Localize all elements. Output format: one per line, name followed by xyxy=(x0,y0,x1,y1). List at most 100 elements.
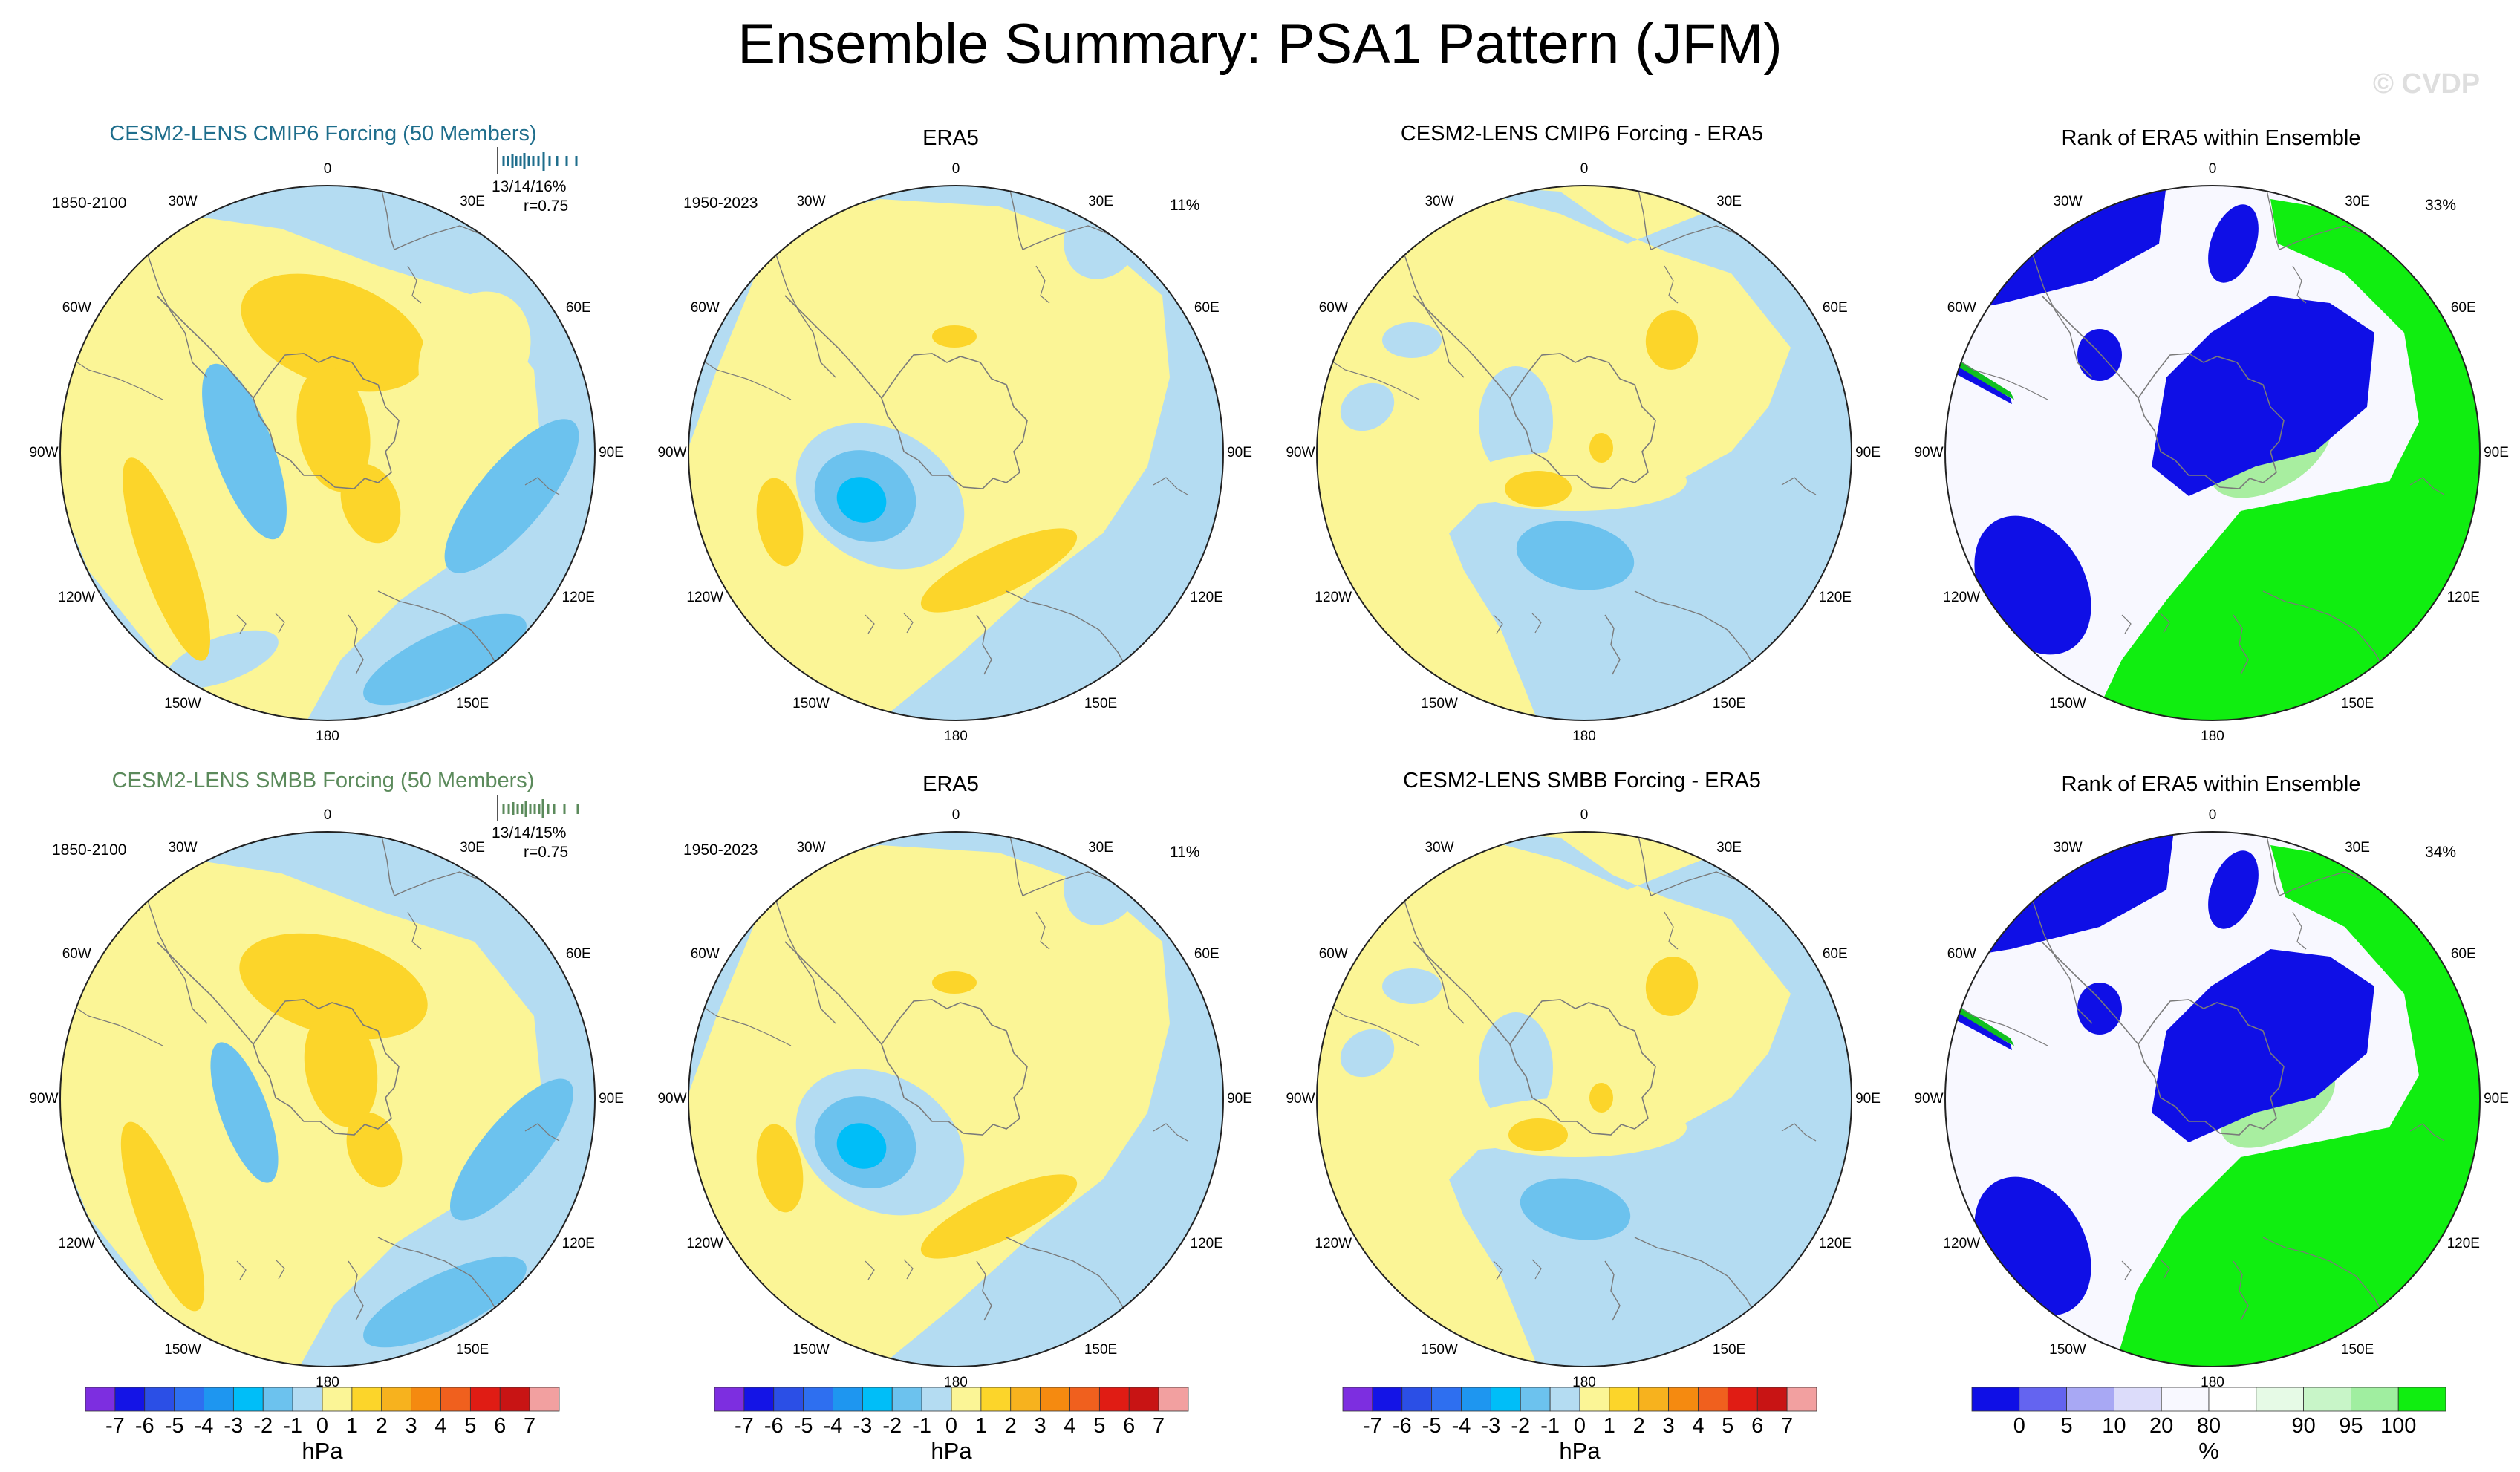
colorbar-box xyxy=(232,1387,264,1412)
colorbar-box xyxy=(1040,1387,1070,1412)
colorbar-tick-label: -7 xyxy=(1362,1414,1382,1438)
lon-label-90w: 90W xyxy=(657,445,687,460)
lon-label-120w: 120W xyxy=(686,1236,724,1251)
member-spread-ens1 xyxy=(497,147,578,174)
lon-label-60w: 60W xyxy=(62,300,91,316)
lon-label-0: 0 xyxy=(1580,807,1589,823)
colorbar-tick-label: -3 xyxy=(853,1414,873,1438)
colorbar-tick-label: -2 xyxy=(1511,1414,1531,1438)
colorbar-tick-label: -5 xyxy=(1422,1414,1442,1438)
figure-title: Ensemble Summary: PSA1 Pattern (JFM) xyxy=(738,13,1782,76)
colorbar-tick-label: 2 xyxy=(375,1414,388,1438)
colorbar-box xyxy=(1128,1387,1159,1412)
colorbar-box xyxy=(833,1387,863,1412)
lon-label-30w: 30W xyxy=(1425,840,1454,856)
colorbar-box xyxy=(2113,1387,2162,1412)
colorbar-box xyxy=(2303,1387,2351,1412)
lon-label-0: 0 xyxy=(2208,807,2217,823)
lon-label-120e: 120E xyxy=(1818,590,1852,605)
colorbar-box xyxy=(204,1387,234,1412)
colorbar-tick-label: 3 xyxy=(1034,1414,1046,1438)
lon-label-120w: 120W xyxy=(1315,590,1352,605)
colorbar-tick-label: -7 xyxy=(734,1414,754,1438)
lon-label-30e: 30E xyxy=(2345,840,2370,856)
polar-map-rank1 xyxy=(1944,184,2481,722)
lon-label-30e: 30E xyxy=(1088,840,1113,856)
lon-label-120e: 120E xyxy=(561,1236,595,1251)
colorbar-box xyxy=(2397,1387,2446,1412)
colorbar-tick-label: 0 xyxy=(945,1414,958,1438)
colorbar-box xyxy=(891,1387,922,1412)
panel-title-rank1: Rank of ERA5 within Ensemble xyxy=(2061,126,2361,150)
lon-label-150e: 150E xyxy=(1712,695,1746,711)
colorbar-box xyxy=(351,1387,382,1412)
lon-label-120w: 120W xyxy=(1943,590,1981,605)
lon-label-90w: 90W xyxy=(1914,1091,1944,1107)
colorbar-box xyxy=(2161,1387,2210,1412)
lon-label-180: 180 xyxy=(2201,1375,2224,1390)
stats-ens1: 13/14/16% xyxy=(492,178,567,195)
lon-label-120w: 120W xyxy=(686,590,724,605)
lon-label-30w: 30W xyxy=(2053,840,2083,856)
colorbar-tick-label: 7 xyxy=(524,1414,536,1438)
colorbar-box xyxy=(1609,1387,1640,1412)
colorbar-tick-label: 1 xyxy=(974,1414,987,1438)
panel-title-era5-row2: ERA5 xyxy=(922,772,979,796)
colorbar-box xyxy=(1490,1387,1521,1412)
lon-label-150e: 150E xyxy=(455,695,489,711)
colorbar-tick-label: 80 xyxy=(2196,1414,2221,1438)
lon-label-60e: 60E xyxy=(2450,946,2476,962)
lon-label-0: 0 xyxy=(323,807,332,823)
lon-label-120e: 120E xyxy=(1190,1236,1223,1251)
lon-label-90e: 90E xyxy=(1227,1091,1252,1107)
colorbar-box xyxy=(714,1387,745,1412)
panel-title-diff2: CESM2-LENS SMBB Forcing - ERA5 xyxy=(1403,769,1761,792)
colorbar-hpa-1 xyxy=(85,1387,560,1412)
colorbar-box xyxy=(803,1387,833,1412)
colorbar-box xyxy=(2350,1387,2399,1412)
lon-label-30w: 30W xyxy=(2053,194,2083,210)
colorbar-tick-label: -2 xyxy=(253,1414,273,1438)
corr-ens2: r=0.75 xyxy=(524,844,569,861)
colorbar-box xyxy=(1431,1387,1462,1412)
colorbar-tick-label: 2 xyxy=(1004,1414,1017,1438)
colorbar-tick-label: -3 xyxy=(224,1414,244,1438)
lon-label-30e: 30E xyxy=(1088,194,1113,210)
colorbar-tick-label: 1 xyxy=(345,1414,358,1438)
lon-label-120e: 120E xyxy=(2446,590,2480,605)
lon-label-90w: 90W xyxy=(657,1091,687,1107)
lon-label-180: 180 xyxy=(1572,1375,1596,1390)
colorbar-tick-label: -6 xyxy=(134,1414,154,1438)
lon-label-150w: 150W xyxy=(164,1341,201,1358)
lon-label-60e: 60E xyxy=(565,300,591,316)
polar-map-era5-row1 xyxy=(687,184,1225,722)
colorbar-unit: % xyxy=(2198,1438,2219,1464)
colorbar-rank xyxy=(1971,1387,2446,1412)
colorbar-tick-label: 4 xyxy=(434,1414,447,1438)
lon-label-120w: 120W xyxy=(1315,1236,1352,1251)
colorbar-box xyxy=(1756,1387,1788,1412)
colorbar-tick-label: 5 xyxy=(1722,1414,1734,1438)
lon-label-90e: 90E xyxy=(1855,1091,1881,1107)
colorbar-box xyxy=(1727,1387,1758,1412)
lon-label-90w: 90W xyxy=(1914,445,1944,460)
lon-label-150w: 150W xyxy=(2049,1341,2086,1358)
polar-map-ens2 xyxy=(59,830,596,1368)
colorbar-tick-label: -4 xyxy=(1451,1414,1471,1438)
colorbar-tick-label: 100 xyxy=(2380,1414,2417,1438)
lon-label-30e: 30E xyxy=(1716,840,1742,856)
period-era5-row2: 1950-2023 xyxy=(683,841,758,859)
lon-label-60w: 60W xyxy=(62,946,91,962)
colorbar-hpa-3 xyxy=(1342,1387,1817,1412)
lon-label-120e: 120E xyxy=(1190,590,1223,605)
colorbar-box xyxy=(1401,1387,1433,1412)
lon-label-90e: 90E xyxy=(599,445,624,460)
colorbar-tick-label: 7 xyxy=(1781,1414,1794,1438)
colorbar-unit: hPa xyxy=(931,1438,972,1464)
colorbar-box xyxy=(2066,1387,2114,1412)
colorbar-box xyxy=(980,1387,1012,1412)
pct-rank1: 33% xyxy=(2425,197,2457,214)
lon-label-150e: 150E xyxy=(2340,695,2374,711)
lon-label-30e: 30E xyxy=(460,194,485,210)
colorbar-hpa-2 xyxy=(714,1387,1189,1412)
